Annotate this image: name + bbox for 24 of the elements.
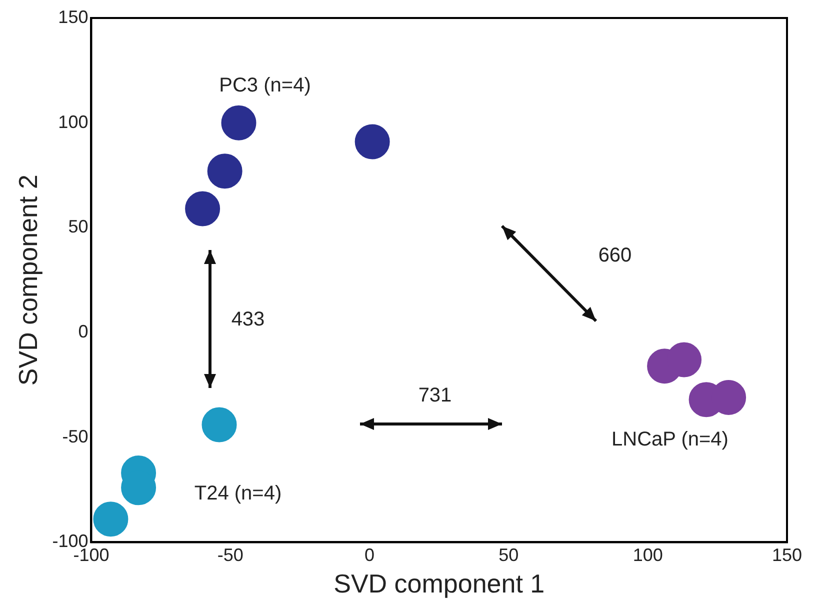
x-tick-label: 0 [364,544,375,565]
point [354,124,390,160]
x-tick-label: 150 [772,544,802,565]
annotation: 660 [598,244,632,267]
point [221,105,256,140]
x-tick-label: 50 [498,544,519,565]
x-axis-title: SVD component 1 [334,568,545,599]
x-tick-label: 100 [632,544,663,565]
annotation: T24 (n=4) [194,482,282,505]
annotation: 731 [418,384,452,407]
annotation: LNCaP (n=4) [612,428,728,451]
annotation: 433 [231,308,265,331]
point [93,502,128,537]
point [185,191,220,226]
y-axis-title: SVD component 2 [12,174,43,386]
y-tick-label: 100 [58,112,88,132]
point [202,407,237,442]
y-tick-label: 0 [78,321,88,342]
y-tick-label: -50 [62,426,88,446]
annotation: PC3 (n=4) [219,74,311,97]
y-tick-label: 150 [58,6,88,27]
x-tick-label: -50 [217,544,244,565]
point [207,154,242,189]
y-tick-label: 50 [68,216,88,237]
